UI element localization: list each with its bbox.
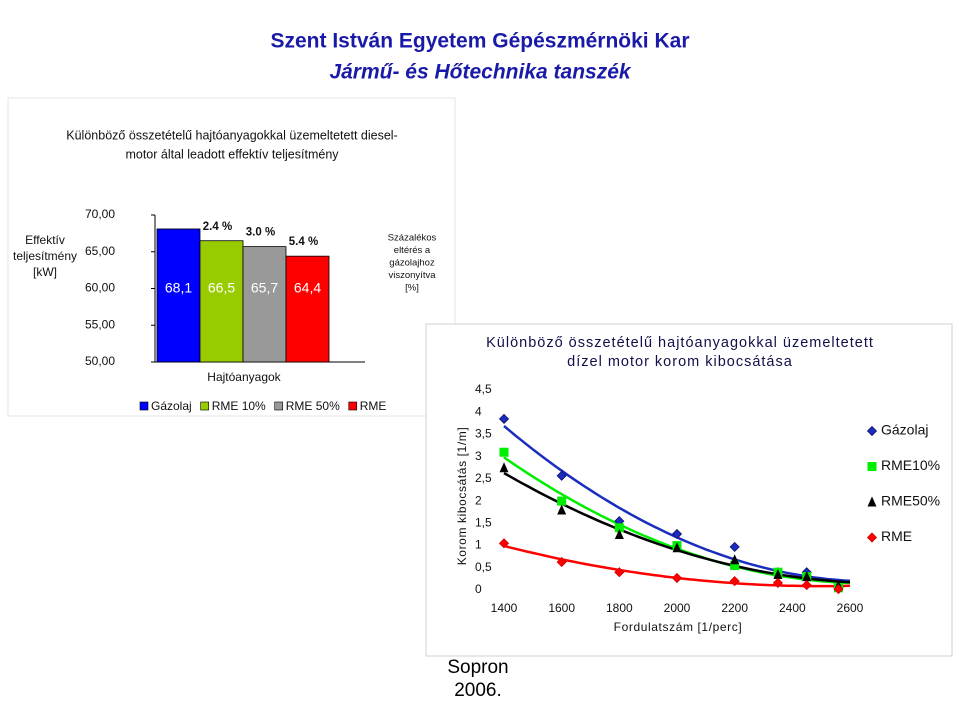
data-point — [833, 584, 844, 595]
annotation: 5.4 % — [289, 236, 318, 248]
x-tick-label: 2200 — [721, 601, 748, 615]
y-tick-label: 1 — [475, 538, 482, 552]
y-tick-label: 65,00 — [85, 244, 115, 258]
data-point — [614, 523, 624, 533]
data-point — [556, 556, 567, 568]
note: viszonyítva — [389, 270, 437, 281]
note: gázolajhoz — [389, 258, 435, 269]
bar — [242, 246, 287, 363]
x-tick-label: 1600 — [548, 601, 575, 615]
y-tick-label: 1,5 — [475, 516, 492, 530]
value-label: 68,1 — [165, 280, 192, 296]
legend-label: RME50% — [881, 493, 940, 509]
data-point — [614, 528, 624, 539]
legend-marker — [866, 532, 878, 543]
bar — [199, 240, 244, 363]
y-tick-label: 3,5 — [475, 427, 492, 441]
legend-swatch — [348, 401, 358, 411]
legend-marker — [866, 425, 878, 437]
data-point — [801, 580, 812, 591]
chart-title: Különböző összetételű hajtóanyagokkal üz… — [66, 128, 397, 142]
footer-text: Sopron — [447, 657, 508, 678]
chart-title: motor által leadott effektív teljesítmén… — [125, 147, 339, 161]
data-point — [498, 538, 510, 549]
legend-label: RME — [881, 528, 912, 544]
bar — [285, 255, 330, 363]
y-tick-label: 70,00 — [85, 207, 115, 221]
data-point — [557, 504, 567, 515]
legend-label: RME — [360, 399, 387, 413]
x-axis-label: Fordulatszám [1/perc] — [614, 620, 743, 634]
y-tick-label: 50,00 — [85, 354, 115, 368]
legend-label: RME 50% — [286, 399, 340, 413]
data-point — [499, 462, 509, 473]
data-point — [729, 576, 740, 587]
chart-title: Különböző összetételű hajtóanyagokkal üz… — [486, 335, 874, 351]
data-point — [671, 572, 683, 584]
x-tick-label: 2400 — [779, 601, 806, 615]
chart-panel — [425, 323, 953, 657]
x-tick-label: 1400 — [491, 601, 518, 615]
footer-text: 2006. — [454, 680, 502, 701]
annotation: 2.4 % — [203, 221, 232, 233]
data-point — [556, 470, 567, 481]
chart-title: dízel motor korom kibocsátása — [567, 354, 793, 370]
data-point — [730, 561, 740, 571]
x-axis-label: Hajtóanyagok — [207, 370, 281, 384]
y-tick-label: 0 — [475, 582, 482, 596]
legend-swatch — [200, 401, 209, 411]
data-point — [772, 577, 783, 588]
legend-label: RME 10% — [212, 399, 266, 413]
y-axis-label: Effektív — [25, 233, 65, 247]
data-point — [672, 542, 682, 553]
legend-swatch — [274, 401, 284, 411]
y-tick-label: 4,5 — [475, 382, 492, 396]
y-tick-label: 0,5 — [475, 560, 492, 574]
data-point — [499, 447, 509, 457]
value-label: 66,5 — [208, 280, 235, 296]
y-tick-label: 2 — [475, 493, 482, 507]
x-tick-label: 1800 — [606, 601, 633, 615]
value-label: 64,4 — [294, 280, 321, 296]
bar — [156, 228, 201, 363]
value-label: 65,7 — [251, 280, 278, 296]
data-point — [671, 528, 683, 540]
data-point — [730, 554, 740, 565]
note: eltérés a — [394, 245, 431, 256]
y-tick-label: 4 — [475, 404, 482, 418]
legend-label: RME10% — [881, 457, 940, 473]
y-tick-label: 3 — [475, 449, 482, 463]
data-point — [557, 496, 567, 506]
x-tick-label: 2600 — [837, 601, 864, 615]
note: [%] — [405, 283, 419, 294]
y-tick-label: 60,00 — [85, 281, 115, 295]
note: Százalékos — [388, 233, 437, 244]
slide-subtitle: Jármű- és Hőtechnika tanszék — [329, 61, 631, 84]
y-tick-label: 2,5 — [475, 471, 492, 485]
data-point — [773, 568, 783, 579]
legend-swatch — [139, 401, 149, 411]
data-point — [802, 571, 812, 582]
y-tick-label: 55,00 — [85, 317, 115, 331]
y-axis-label: [kW] — [33, 265, 57, 279]
legend-label: Gázolaj — [151, 399, 192, 413]
x-tick-label: 2000 — [664, 601, 691, 615]
legend-label: Gázolaj — [881, 422, 928, 438]
data-point — [729, 541, 740, 552]
y-axis-label: teljesítmény — [13, 249, 77, 263]
annotation: 3.0 % — [246, 227, 275, 239]
data-point — [498, 413, 510, 424]
legend-marker — [867, 462, 877, 471]
data-point — [614, 567, 625, 578]
legend-marker — [867, 496, 877, 507]
y-axis-label: Korom kibocsátás [1/m] — [455, 427, 469, 566]
slide-title: Szent István Egyetem Gépészmérnöki Kar — [271, 30, 690, 53]
